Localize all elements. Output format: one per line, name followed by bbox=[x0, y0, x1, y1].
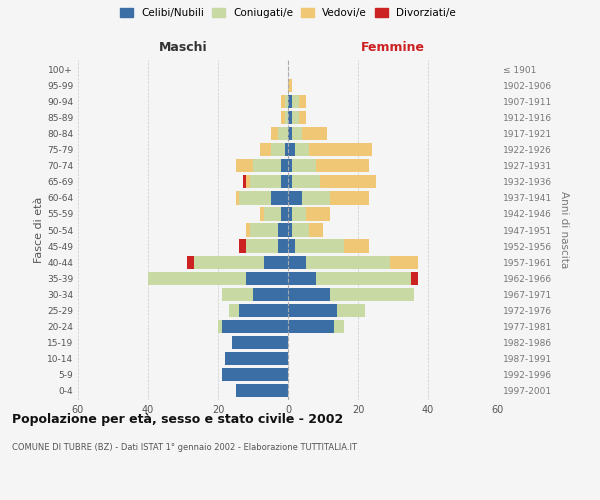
Bar bbox=[250, 224, 277, 236]
Bar bbox=[299, 95, 305, 108]
Bar bbox=[288, 224, 292, 236]
Bar bbox=[288, 240, 295, 252]
Bar bbox=[288, 272, 316, 284]
Bar bbox=[288, 176, 292, 188]
Bar bbox=[221, 288, 253, 300]
Bar bbox=[288, 320, 334, 333]
Bar bbox=[281, 208, 288, 220]
Bar bbox=[288, 79, 292, 92]
Bar bbox=[218, 320, 221, 333]
Bar bbox=[288, 304, 337, 317]
Bar bbox=[309, 143, 372, 156]
Bar bbox=[302, 192, 330, 204]
Bar bbox=[288, 95, 292, 108]
Bar bbox=[232, 336, 288, 349]
Bar bbox=[246, 240, 277, 252]
Bar bbox=[344, 240, 368, 252]
Bar bbox=[239, 240, 246, 252]
Bar bbox=[246, 224, 250, 236]
Bar bbox=[148, 272, 246, 284]
Bar bbox=[292, 95, 299, 108]
Bar bbox=[309, 224, 323, 236]
Bar bbox=[281, 95, 284, 108]
Bar bbox=[288, 111, 292, 124]
Y-axis label: Fasce di età: Fasce di età bbox=[34, 197, 44, 263]
Bar bbox=[295, 240, 344, 252]
Bar bbox=[389, 256, 418, 268]
Bar bbox=[260, 143, 271, 156]
Bar bbox=[277, 127, 288, 140]
Bar bbox=[225, 352, 288, 365]
Text: COMUNE DI TUBRE (BZ) - Dati ISTAT 1° gennaio 2002 - Elaborazione TUTTITALIA.IT: COMUNE DI TUBRE (BZ) - Dati ISTAT 1° gen… bbox=[12, 442, 357, 452]
Bar bbox=[295, 143, 309, 156]
Bar bbox=[316, 272, 410, 284]
Bar bbox=[292, 224, 309, 236]
Bar bbox=[288, 288, 330, 300]
Bar bbox=[235, 384, 288, 397]
Bar bbox=[410, 272, 418, 284]
Bar bbox=[316, 160, 368, 172]
Bar bbox=[271, 143, 284, 156]
Bar bbox=[246, 176, 250, 188]
Bar bbox=[299, 111, 305, 124]
Bar bbox=[235, 192, 239, 204]
Bar bbox=[292, 208, 305, 220]
Bar bbox=[288, 192, 302, 204]
Bar bbox=[242, 176, 246, 188]
Y-axis label: Anni di nascita: Anni di nascita bbox=[559, 192, 569, 268]
Bar bbox=[281, 176, 288, 188]
Bar bbox=[284, 95, 288, 108]
Text: Maschi: Maschi bbox=[158, 40, 208, 54]
Bar bbox=[305, 208, 330, 220]
Bar bbox=[187, 256, 193, 268]
Bar bbox=[260, 208, 263, 220]
Bar bbox=[253, 288, 288, 300]
Bar bbox=[271, 127, 277, 140]
Bar bbox=[284, 111, 288, 124]
Bar bbox=[263, 208, 281, 220]
Bar bbox=[334, 320, 344, 333]
Bar bbox=[239, 304, 288, 317]
Bar bbox=[288, 256, 305, 268]
Bar bbox=[284, 143, 288, 156]
Text: Femmine: Femmine bbox=[361, 40, 425, 54]
Bar bbox=[330, 288, 414, 300]
Bar bbox=[292, 160, 316, 172]
Bar bbox=[239, 192, 271, 204]
Bar bbox=[292, 176, 320, 188]
Bar bbox=[292, 127, 302, 140]
Bar bbox=[221, 368, 288, 381]
Bar bbox=[271, 192, 288, 204]
Bar bbox=[263, 256, 288, 268]
Text: Popolazione per età, sesso e stato civile - 2002: Popolazione per età, sesso e stato civil… bbox=[12, 412, 343, 426]
Bar bbox=[288, 160, 292, 172]
Bar bbox=[281, 111, 284, 124]
Bar bbox=[330, 192, 368, 204]
Bar bbox=[305, 256, 389, 268]
Bar bbox=[277, 224, 288, 236]
Bar bbox=[288, 143, 295, 156]
Bar bbox=[250, 176, 281, 188]
Bar bbox=[302, 127, 326, 140]
Bar bbox=[253, 160, 281, 172]
Bar bbox=[288, 127, 292, 140]
Bar bbox=[281, 160, 288, 172]
Bar bbox=[320, 176, 376, 188]
Bar bbox=[246, 272, 288, 284]
Bar bbox=[193, 256, 263, 268]
Bar bbox=[221, 320, 288, 333]
Bar bbox=[235, 160, 253, 172]
Legend: Celibi/Nubili, Coniugati/e, Vedovi/e, Divorziati/e: Celibi/Nubili, Coniugati/e, Vedovi/e, Di… bbox=[117, 5, 459, 21]
Bar bbox=[288, 208, 292, 220]
Bar bbox=[337, 304, 365, 317]
Bar bbox=[229, 304, 239, 317]
Bar bbox=[277, 240, 288, 252]
Bar bbox=[292, 111, 299, 124]
